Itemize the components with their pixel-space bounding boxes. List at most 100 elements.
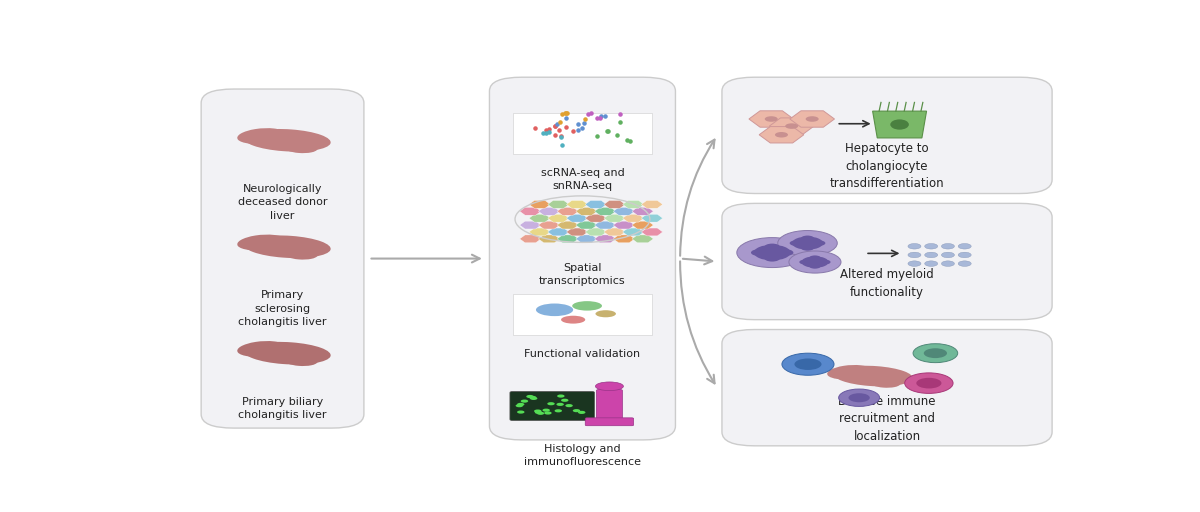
- Circle shape: [958, 252, 971, 258]
- Circle shape: [557, 403, 564, 406]
- Point: [545, 122, 564, 130]
- Text: Primary
sclerosing
cholangitis liver: Primary sclerosing cholangitis liver: [239, 290, 326, 327]
- Point: [592, 112, 611, 120]
- Point: [587, 132, 606, 140]
- Point: [582, 110, 601, 118]
- Circle shape: [958, 261, 971, 266]
- Point: [545, 122, 564, 130]
- Circle shape: [802, 257, 828, 268]
- Ellipse shape: [238, 234, 286, 250]
- Text: scRNA-seq and
snRNA-seq: scRNA-seq and snRNA-seq: [540, 168, 624, 191]
- Circle shape: [908, 252, 920, 258]
- Point: [557, 110, 576, 118]
- Circle shape: [809, 255, 821, 260]
- Ellipse shape: [238, 341, 286, 357]
- Text: Altered myeloid
functionality: Altered myeloid functionality: [840, 268, 934, 299]
- Point: [545, 131, 564, 139]
- Circle shape: [942, 261, 954, 266]
- Point: [599, 127, 618, 135]
- Circle shape: [542, 409, 550, 412]
- Text: Diverse immune
recruitment and
localization: Diverse immune recruitment and localizat…: [839, 395, 936, 442]
- Point: [572, 124, 592, 133]
- Circle shape: [799, 260, 811, 265]
- Point: [536, 129, 556, 137]
- Circle shape: [908, 261, 920, 266]
- Circle shape: [913, 344, 958, 362]
- Circle shape: [800, 236, 814, 241]
- Ellipse shape: [870, 378, 900, 388]
- Point: [533, 129, 552, 137]
- Circle shape: [751, 249, 767, 256]
- Circle shape: [809, 264, 821, 269]
- FancyBboxPatch shape: [512, 294, 653, 335]
- FancyBboxPatch shape: [490, 77, 676, 440]
- Circle shape: [754, 245, 791, 261]
- Point: [552, 133, 571, 141]
- Point: [611, 110, 630, 118]
- Circle shape: [527, 395, 534, 398]
- Ellipse shape: [595, 382, 623, 391]
- Circle shape: [554, 409, 562, 412]
- Circle shape: [805, 116, 818, 122]
- Text: Neurologically
deceased donor
liver: Neurologically deceased donor liver: [238, 184, 328, 221]
- Ellipse shape: [244, 236, 331, 258]
- Circle shape: [517, 403, 524, 406]
- Point: [617, 136, 636, 144]
- Point: [526, 124, 545, 132]
- Circle shape: [785, 123, 798, 129]
- Polygon shape: [872, 111, 926, 138]
- Point: [552, 141, 571, 149]
- Circle shape: [536, 412, 545, 415]
- Circle shape: [530, 397, 538, 400]
- FancyBboxPatch shape: [596, 390, 623, 421]
- Ellipse shape: [536, 304, 574, 316]
- Circle shape: [908, 244, 920, 249]
- FancyBboxPatch shape: [722, 330, 1052, 446]
- Point: [569, 120, 588, 128]
- Point: [556, 110, 575, 118]
- Point: [595, 112, 614, 120]
- Point: [551, 118, 570, 126]
- Text: Histology and
immunofluorescence: Histology and immunofluorescence: [524, 444, 641, 467]
- Circle shape: [521, 399, 528, 403]
- Circle shape: [547, 402, 554, 406]
- Circle shape: [545, 412, 552, 415]
- Circle shape: [839, 389, 880, 407]
- Point: [578, 110, 598, 118]
- Circle shape: [764, 244, 780, 250]
- Point: [552, 132, 571, 140]
- Point: [547, 120, 566, 128]
- Ellipse shape: [244, 129, 331, 152]
- Circle shape: [794, 358, 822, 370]
- Point: [576, 115, 595, 123]
- Ellipse shape: [238, 128, 286, 144]
- FancyBboxPatch shape: [202, 89, 364, 428]
- Circle shape: [924, 348, 947, 358]
- Ellipse shape: [244, 342, 331, 365]
- Circle shape: [535, 411, 542, 414]
- Point: [550, 125, 569, 134]
- Point: [536, 125, 556, 134]
- Point: [620, 137, 640, 145]
- Point: [610, 118, 629, 126]
- Text: Hepatocyte to
cholangiocyte
transdifferentiation: Hepatocyte to cholangiocyte transdiffere…: [829, 142, 944, 190]
- Circle shape: [572, 409, 581, 412]
- Point: [575, 118, 594, 126]
- Point: [590, 114, 610, 122]
- Circle shape: [958, 244, 971, 249]
- Point: [553, 111, 572, 119]
- Circle shape: [917, 378, 942, 389]
- Point: [557, 114, 576, 122]
- Circle shape: [578, 411, 586, 414]
- Ellipse shape: [827, 365, 871, 379]
- Circle shape: [562, 399, 569, 402]
- Point: [557, 110, 576, 118]
- Circle shape: [790, 240, 803, 246]
- Point: [564, 127, 583, 136]
- Ellipse shape: [284, 356, 318, 366]
- Circle shape: [942, 252, 954, 258]
- Point: [587, 114, 606, 122]
- Ellipse shape: [284, 143, 318, 153]
- Circle shape: [516, 404, 523, 407]
- Text: Spatial
transcriptomics: Spatial transcriptomics: [539, 263, 625, 286]
